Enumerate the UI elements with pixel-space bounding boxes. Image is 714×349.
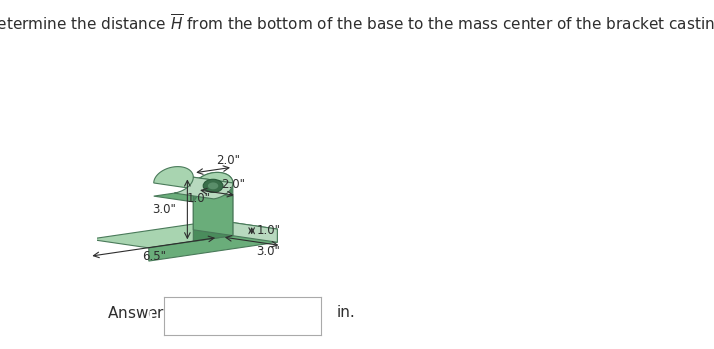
Polygon shape — [193, 172, 233, 202]
Text: 2.0": 2.0" — [216, 155, 240, 168]
Polygon shape — [193, 196, 233, 242]
Circle shape — [203, 179, 223, 192]
Polygon shape — [89, 221, 277, 248]
Polygon shape — [174, 177, 233, 199]
Text: 6.5": 6.5" — [142, 250, 166, 263]
Text: 1.0": 1.0" — [256, 224, 280, 237]
Polygon shape — [154, 190, 233, 202]
Polygon shape — [193, 190, 233, 236]
Text: 1.0": 1.0" — [186, 192, 211, 205]
Text: i: i — [147, 307, 153, 325]
Text: in.: in. — [336, 305, 355, 320]
Polygon shape — [149, 229, 277, 261]
Text: Answer: $\overline{H}$ =: Answer: $\overline{H}$ = — [107, 303, 203, 323]
Text: 2.0": 2.0" — [221, 178, 246, 191]
Polygon shape — [154, 166, 233, 189]
Text: Determine the distance $\overline{H}$ from the bottom of the base to the mass ce: Determine the distance $\overline{H}$ fr… — [0, 12, 714, 35]
Circle shape — [208, 183, 218, 189]
Polygon shape — [218, 221, 277, 242]
Text: 3.0": 3.0" — [152, 203, 176, 216]
Text: 3.0": 3.0" — [256, 245, 280, 258]
